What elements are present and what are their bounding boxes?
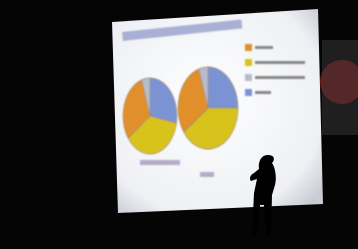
legend-swatch [245, 59, 252, 66]
flag [322, 40, 358, 135]
legend-text [255, 76, 305, 79]
legend-text [255, 46, 273, 49]
legend-swatch [245, 89, 252, 96]
legend-text [255, 61, 305, 64]
legend-text [255, 91, 271, 94]
pie [123, 78, 177, 154]
legend-swatch [245, 44, 252, 51]
photo [0, 0, 358, 249]
caption [200, 172, 214, 177]
pie [178, 67, 238, 149]
legend-swatch [245, 74, 252, 81]
page: {"chart_data": [ {"type": "pie", "series… [0, 0, 358, 249]
caption [140, 160, 180, 165]
